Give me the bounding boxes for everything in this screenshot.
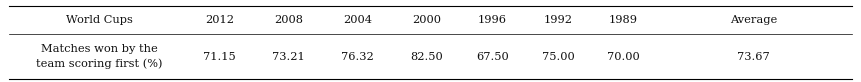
Text: 2004: 2004 <box>343 15 372 25</box>
Text: Average: Average <box>730 15 777 25</box>
Text: Matches won by the
team scoring first (%): Matches won by the team scoring first (%… <box>36 44 162 69</box>
Text: 70.00: 70.00 <box>607 52 640 62</box>
Text: 2000: 2000 <box>412 15 441 25</box>
Text: World Cups: World Cups <box>65 15 133 25</box>
Text: 76.32: 76.32 <box>341 52 374 62</box>
Text: 71.15: 71.15 <box>203 52 236 62</box>
Text: 75.00: 75.00 <box>542 52 574 62</box>
Text: 82.50: 82.50 <box>410 52 443 62</box>
Text: 73.67: 73.67 <box>737 52 770 62</box>
Text: 2012: 2012 <box>205 15 234 25</box>
Text: 1992: 1992 <box>543 15 573 25</box>
Text: 2008: 2008 <box>274 15 303 25</box>
Text: 1989: 1989 <box>609 15 638 25</box>
Text: 1996: 1996 <box>478 15 507 25</box>
Text: 67.50: 67.50 <box>476 52 509 62</box>
Text: 73.21: 73.21 <box>272 52 305 62</box>
